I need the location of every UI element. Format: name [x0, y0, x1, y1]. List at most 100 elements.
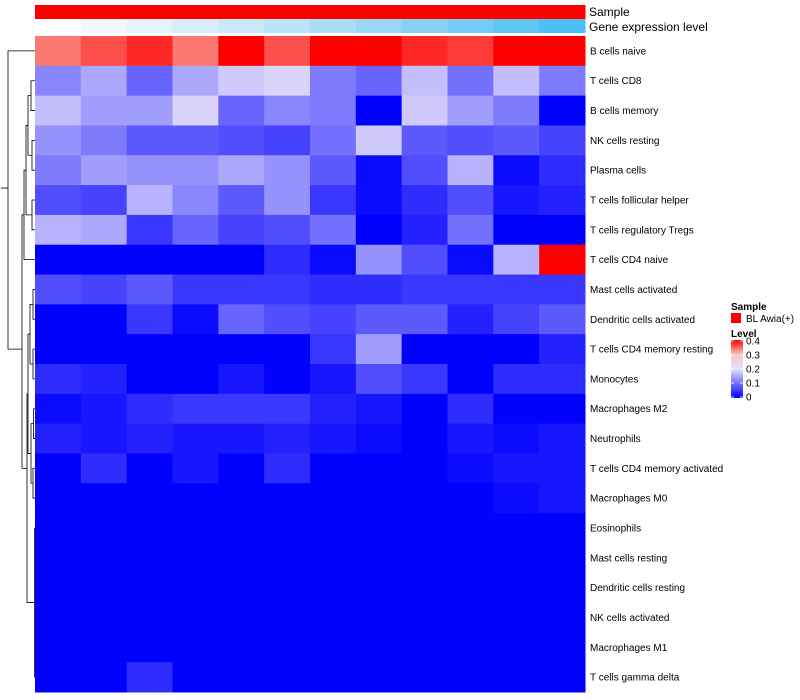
heatmap-cell [355, 244, 403, 276]
heatmap-cell [447, 304, 494, 335]
heatmap-cell [35, 483, 82, 514]
annotation-sample-cell [310, 5, 357, 19]
heatmap-cell [539, 513, 586, 544]
heatmap-cell [310, 274, 357, 305]
heatmap-cell [264, 364, 311, 395]
heatmap-cell [355, 602, 403, 633]
heatmap-cell [35, 155, 82, 186]
heatmap-cell [218, 572, 265, 604]
heatmap-cell [126, 185, 173, 216]
heatmap-cell [447, 155, 494, 186]
heatmap-cell [447, 244, 494, 276]
annotation-expression-cell [401, 19, 448, 33]
heatmap-cell [493, 572, 540, 604]
heatmap-cell [355, 274, 403, 305]
heatmap-cell [401, 304, 448, 335]
heatmap-cell [264, 542, 311, 574]
heatmap-cell [80, 244, 128, 276]
annotation-sample-cell [35, 5, 82, 19]
heatmap-cell [126, 572, 173, 604]
heatmap-cell [35, 125, 82, 156]
heatmap-cell [218, 95, 265, 126]
heatmap-cell [126, 632, 173, 663]
heatmap-cell [172, 483, 219, 514]
heatmap-cells [35, 36, 586, 693]
heatmap-cell [172, 304, 219, 335]
dendrogram-branch [32, 467, 35, 499]
heatmap-cell [80, 632, 128, 663]
heatmap-cell [493, 602, 540, 633]
heatmap-cell [493, 274, 540, 305]
heatmap-cell [172, 423, 219, 454]
legend-tick-label: 0.4 [746, 337, 760, 348]
annotation-sample-cell [80, 5, 128, 19]
dendrogram-branch [31, 199, 35, 231]
row-label: Mast cells resting [590, 553, 667, 564]
heatmap-cell [539, 185, 586, 216]
heatmap-cell [355, 632, 403, 663]
row-label: T cells CD4 naive [590, 255, 669, 266]
heatmap-cell [493, 483, 540, 514]
annotation-label-expression: Gene expression level [589, 20, 708, 34]
legend-level-title: Level [731, 329, 757, 340]
legend-tick-label: 0.1 [746, 379, 760, 390]
heatmap-cell [35, 602, 82, 633]
row-label: Dendritic cells resting [590, 583, 685, 594]
heatmap-cell [172, 244, 219, 276]
heatmap-cell [172, 95, 219, 126]
heatmap-cell [126, 334, 173, 365]
heatmap-cell [539, 632, 586, 663]
heatmap-cell [310, 125, 357, 156]
heatmap-cell [310, 214, 357, 246]
heatmap-cell [310, 542, 357, 574]
row-label: T cells follicular helper [590, 196, 689, 207]
row-label: T cells regulatory Tregs [590, 225, 694, 236]
annotation-expression-cell [539, 19, 586, 33]
heatmap-cell [218, 483, 265, 514]
heatmap-cell [218, 393, 265, 425]
heatmap-cell [401, 274, 448, 305]
heatmap-cell [401, 185, 448, 216]
heatmap-cell [447, 483, 494, 514]
annotation-sample-cell [264, 5, 311, 19]
heatmap-cell [310, 393, 357, 425]
heatmap-cell [493, 662, 540, 693]
heatmap-cell [264, 393, 311, 425]
legend-level-colorbar [731, 340, 743, 398]
heatmap-cell [172, 214, 219, 246]
heatmap-cell [35, 572, 82, 604]
heatmap-cell [218, 274, 265, 305]
row-label: Dendritic cells activated [590, 315, 695, 326]
heatmap-cell [126, 602, 173, 633]
heatmap-cell [310, 453, 357, 484]
dendrogram-branch [30, 80, 35, 111]
heatmap-cell [80, 393, 128, 425]
heatmap-cell [447, 662, 494, 693]
heatmap-cell [401, 364, 448, 395]
annotation-sample-cell [447, 5, 494, 19]
heatmap-cell [493, 453, 540, 484]
heatmap-cell [401, 125, 448, 156]
row-label: B cells memory [590, 106, 658, 117]
heatmap-cell [539, 214, 586, 246]
dendrogram-branch [27, 333, 31, 454]
heatmap-cell [35, 513, 82, 544]
annotation-sample-cell [539, 5, 586, 19]
heatmap-cell [35, 542, 82, 574]
legend-tick-label: 0 [746, 393, 752, 404]
heatmap-cell [447, 453, 494, 484]
annotation-sample-cell [218, 5, 265, 19]
heatmap-cell [80, 542, 128, 574]
heatmap-cell [310, 423, 357, 454]
row-label: T cells CD4 memory resting [590, 345, 713, 356]
heatmap-cell [80, 274, 128, 305]
heatmap-cell [447, 185, 494, 216]
heatmap-cell [355, 65, 403, 97]
heatmap-cell [35, 423, 82, 454]
annotation-sample-cell [493, 5, 540, 19]
heatmap-cell [310, 513, 357, 544]
legend-tick-label: 0.2 [746, 365, 760, 376]
row-label: Eosinophils [590, 524, 641, 535]
dendrogram-branch [7, 188, 22, 350]
heatmap-cell [447, 274, 494, 305]
